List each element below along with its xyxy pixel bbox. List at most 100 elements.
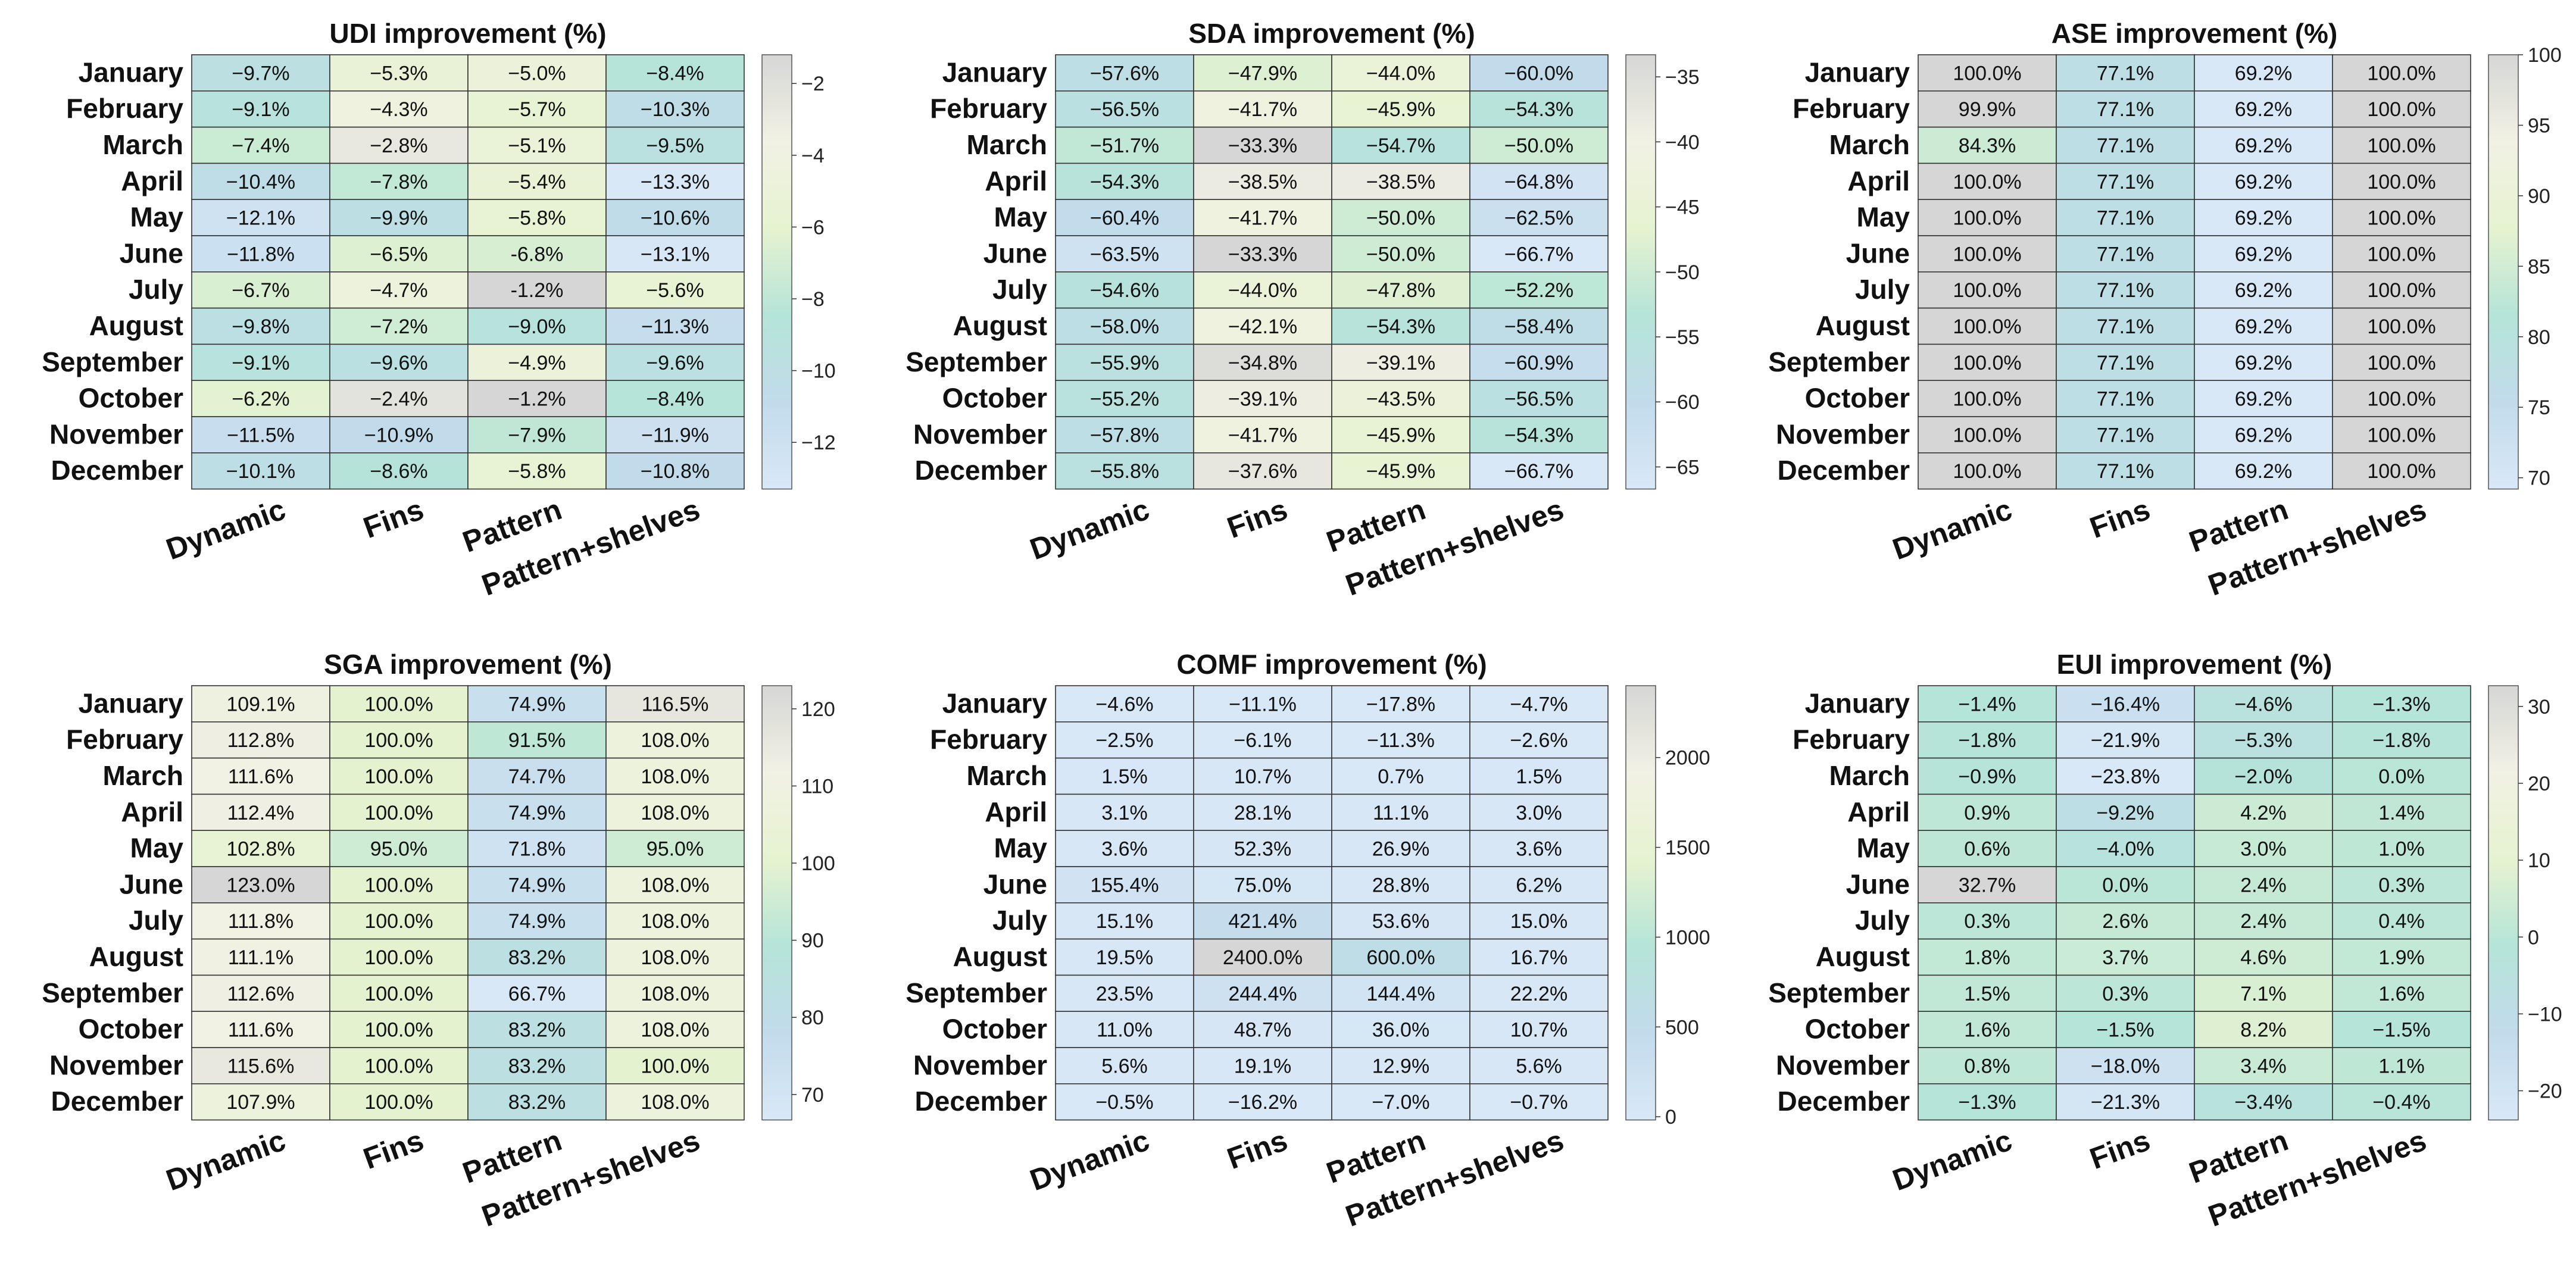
cell-label: −50.0% (1366, 207, 1435, 230)
heatmap-cell (329, 54, 469, 92)
cell-label: 100.0% (364, 1019, 433, 1042)
cell-label: −39.1% (1366, 352, 1435, 374)
heatmap-cell (1331, 793, 1470, 832)
heatmap-cell (2194, 685, 2333, 723)
heatmap-cell (605, 1083, 745, 1121)
cell-label: −7.9% (508, 424, 566, 446)
cell-label: 108.0% (641, 1019, 709, 1042)
colorbar (1625, 685, 1656, 1121)
heatmap-cell (1055, 1083, 1194, 1121)
heatmap-cell (2194, 126, 2333, 164)
heatmap-cell (2194, 90, 2333, 128)
colorbar-tick-label: 95 (2528, 114, 2550, 137)
heatmap-cell (2194, 199, 2333, 236)
cell-label: −47.9% (1228, 62, 1297, 85)
cell-label: 69.2% (2235, 279, 2292, 302)
cell-label: −45.9% (1366, 460, 1435, 483)
heatmap-cell (2056, 974, 2195, 1012)
cell-label: 0.0% (2102, 874, 2149, 896)
colorbar-tick-label: −20 (2528, 1080, 2562, 1103)
heatmap-cell (329, 902, 469, 940)
cell-label: −0.7% (1510, 1091, 1568, 1114)
cell-label: 100.0% (2367, 424, 2436, 446)
cell-label: 23.5% (1096, 983, 1153, 1005)
column-label: Fins (2085, 1123, 2155, 1176)
cell-label: −63.5% (1090, 243, 1159, 265)
heatmap-cell (1469, 938, 1609, 976)
row-label: April (121, 165, 183, 196)
cell-label: −13.1% (641, 243, 710, 265)
heatmap-cell (2056, 793, 2195, 832)
row-label: October (79, 1014, 183, 1045)
heatmap-cell (1918, 830, 2057, 867)
cell-label: −2.0% (2234, 765, 2292, 788)
row-label: November (1776, 1049, 1910, 1080)
heatmap-cell (1193, 1083, 1332, 1121)
cell-label: −58.0% (1090, 315, 1159, 338)
cell-label: −9.5% (646, 135, 704, 157)
row-label: September (905, 346, 1047, 377)
cell-label: 100.0% (2367, 98, 2436, 121)
heatmap-cell (2056, 938, 2195, 976)
cell-label: −39.1% (1228, 388, 1297, 411)
heatmap-cell (605, 90, 745, 128)
heatmap-cell (605, 452, 745, 490)
heatmap-cell (605, 685, 745, 723)
colorbar-tick-label: 20 (2528, 773, 2550, 795)
colorbar-tick-label: 0 (2528, 926, 2539, 949)
heatmap-cell (191, 380, 330, 417)
heatmap-cell (2332, 902, 2471, 940)
cell-label: 77.1% (2097, 171, 2154, 193)
heatmap-cell (2194, 974, 2333, 1012)
colorbar-tick-label: 90 (801, 930, 824, 952)
heatmap-cell (1469, 162, 1609, 200)
cell-label: −17.8% (1366, 693, 1435, 715)
colorbar-tick-label: 30 (2528, 696, 2550, 718)
cell-label: −41.7% (1228, 424, 1297, 446)
column-label: Dynamic (162, 492, 290, 566)
heatmap-cell (329, 830, 469, 867)
cell-label: −11.3% (1367, 729, 1435, 752)
row-label: May (994, 833, 1048, 864)
cell-label: −5.6% (646, 279, 704, 302)
row-label: March (967, 129, 1047, 160)
heatmap-cell (1469, 235, 1609, 273)
cell-label: −56.5% (1504, 388, 1573, 411)
heatmap-cell (1918, 162, 2057, 200)
row-label: April (121, 796, 183, 827)
cell-label: 3.1% (1101, 802, 1148, 824)
heatmap-cell (2332, 1011, 2471, 1048)
heatmap-cell (191, 199, 330, 236)
cell-label: 69.2% (2235, 243, 2292, 265)
colorbar-tick-label: 0 (1665, 1106, 1676, 1129)
heatmap-cell (2194, 343, 2333, 382)
heatmap-cell (329, 416, 469, 454)
heatmap-panel-6: EUI improvement (%) −1.4% −16.4% −4.6% −1.3%… (1768, 649, 2562, 1233)
heatmap-panel-3: ASE improvement (%) 100.0% 77.1% 69.2% 100.0… (1768, 18, 2561, 602)
cell-label: −9.9% (370, 207, 427, 230)
cell-label: −54.3% (1504, 424, 1573, 446)
cell-label: 19.5% (1096, 946, 1153, 969)
column-label: Dynamic (1026, 1123, 1154, 1197)
colorbar-tick-label: 110 (801, 775, 833, 798)
cell-label: −1.8% (2372, 729, 2430, 752)
cell-label: 111.6% (228, 765, 293, 788)
cell-label: 69.2% (2235, 135, 2292, 157)
row-label: December (915, 455, 1048, 486)
cell-label: 100.0% (364, 729, 433, 752)
cell-label: 1.1% (2378, 1055, 2425, 1077)
cell-label: −4.6% (1095, 693, 1153, 715)
row-label: January (942, 57, 1048, 87)
cell-label: −10.6% (641, 207, 710, 230)
panel-title: SGA improvement (%) (324, 649, 612, 680)
cell-label: 2.4% (2240, 874, 2287, 896)
heatmap-cell (191, 757, 330, 795)
cell-label: −5.7% (508, 98, 566, 121)
cell-label: 5.6% (1101, 1055, 1148, 1077)
heatmap-cell (2056, 343, 2195, 382)
cell-label: 100.0% (364, 874, 433, 896)
cell-label: −21.3% (2091, 1091, 2160, 1114)
heatmap-cell (1918, 416, 2057, 454)
cell-label: −1.3% (1958, 1091, 2016, 1114)
